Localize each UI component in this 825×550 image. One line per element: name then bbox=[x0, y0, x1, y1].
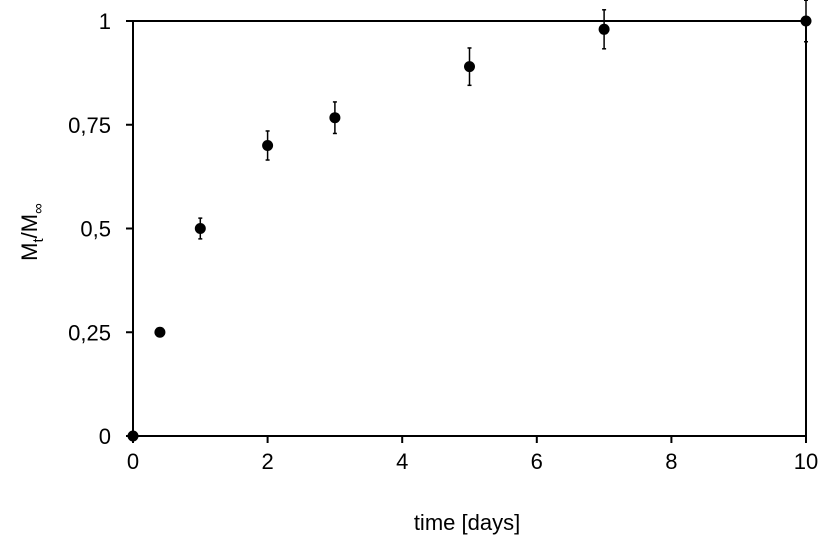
data-point bbox=[262, 140, 274, 151]
y-tick-label: 1 bbox=[99, 9, 111, 34]
x-axis: 0 2 4 6 8 10 bbox=[127, 436, 818, 474]
data-point bbox=[598, 23, 610, 35]
error-bars bbox=[157, 0, 808, 338]
y-axis-title: Mt/M∞ bbox=[17, 203, 47, 261]
y-tick-label: 0 bbox=[99, 424, 111, 449]
x-tick-label: 6 bbox=[531, 449, 543, 474]
y-axis-title-main: M bbox=[17, 243, 42, 261]
y-tick-label: 0,25 bbox=[68, 320, 111, 345]
data-point bbox=[194, 223, 206, 234]
data-point bbox=[464, 61, 475, 73]
data-point bbox=[154, 326, 166, 338]
data-point bbox=[127, 430, 139, 442]
x-tick-label: 4 bbox=[396, 449, 408, 474]
y-axis: 0 0,25 0,5 0,75 1 bbox=[68, 9, 133, 449]
y-axis-title-sep: /M bbox=[17, 214, 42, 238]
data-point bbox=[800, 15, 812, 27]
y-axis-title-sub-t: t bbox=[30, 238, 47, 243]
x-tick-label: 2 bbox=[261, 449, 273, 474]
x-tick-label: 10 bbox=[794, 449, 818, 474]
x-axis-title: time [days] bbox=[414, 510, 520, 535]
y-tick-label: 0,75 bbox=[68, 113, 111, 138]
y-tick-label: 0,5 bbox=[80, 217, 111, 242]
data-point bbox=[329, 112, 341, 124]
y-axis-title-sub-inf: ∞ bbox=[30, 203, 47, 214]
x-tick-label: 0 bbox=[127, 449, 139, 474]
data-points bbox=[127, 15, 812, 442]
x-tick-label: 8 bbox=[665, 449, 677, 474]
